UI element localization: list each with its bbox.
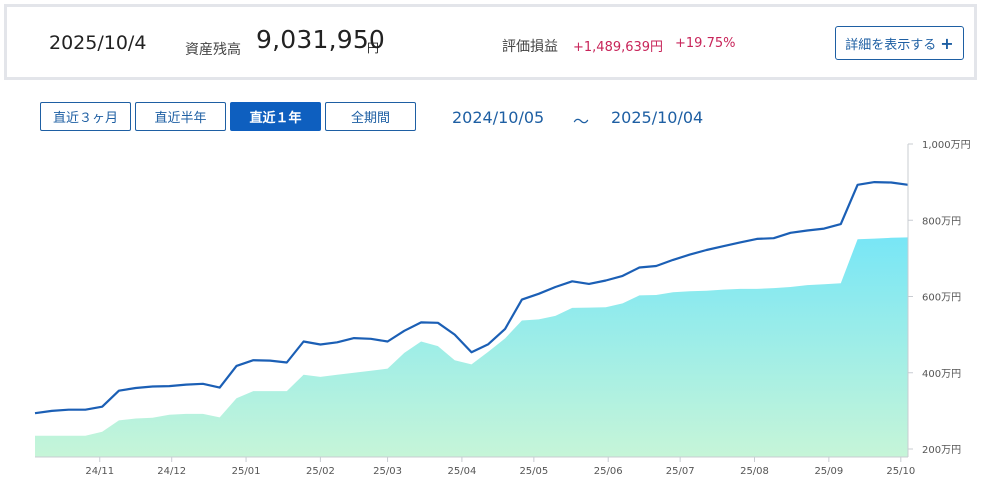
asset-summary-panel: 2025/10/4 資産残高 9,031,950 円 評価損益 +1,489,6…: [4, 4, 977, 80]
principal-area: [35, 237, 908, 457]
pl-amount: +1,489,639円: [573, 40, 664, 55]
balance-line: [34, 181, 909, 415]
range-all-button[interactable]: 全期間: [325, 102, 416, 131]
period-end-date: 2025/10/04: [611, 108, 704, 127]
range-1-year-button[interactable]: 直近１年: [230, 102, 321, 131]
pl-rate: +19.75%: [675, 36, 736, 51]
x-tick-label: 25/05: [519, 466, 548, 477]
x-tick-label: 25/06: [594, 466, 623, 477]
y-tick-label: 800万円: [922, 216, 961, 227]
plus-icon: +: [940, 33, 954, 53]
x-tick-label: 25/09: [814, 466, 843, 477]
balance-label: 資産残高: [185, 42, 241, 58]
period-start-date: 2024/10/05: [452, 108, 545, 127]
x-tick-label: 25/02: [306, 466, 335, 477]
y-tick-label: 600万円: [922, 293, 961, 304]
x-tick-label: 25/04: [447, 466, 476, 477]
x-tick-label: 25/01: [232, 466, 261, 477]
x-tick-label: 25/10: [886, 466, 915, 477]
range-6-months-button[interactable]: 直近半年: [135, 102, 226, 131]
y-tick-label: 200万円: [922, 445, 961, 456]
balance-unit: 円: [367, 41, 380, 55]
summary-date: 2025/10/4: [49, 32, 147, 54]
x-tick-label: 25/03: [373, 466, 402, 477]
show-details-label: 詳細を表示する: [845, 37, 937, 53]
range-3-months-button[interactable]: 直近３ヶ月: [40, 102, 131, 131]
x-tick-label: 25/07: [666, 466, 695, 477]
y-tick-label: 1,000万円: [922, 140, 971, 151]
period-separator: ～: [573, 112, 590, 131]
y-tick-label: 400万円: [922, 369, 961, 380]
x-tick-label: 24/11: [85, 466, 114, 477]
balance-value: 9,031,950: [256, 25, 386, 54]
x-tick-label: 25/08: [740, 466, 769, 477]
x-tick-label: 24/12: [157, 466, 186, 477]
pl-label: 評価損益: [502, 39, 558, 55]
show-details-button[interactable]: 詳細を表示する +: [835, 26, 964, 60]
